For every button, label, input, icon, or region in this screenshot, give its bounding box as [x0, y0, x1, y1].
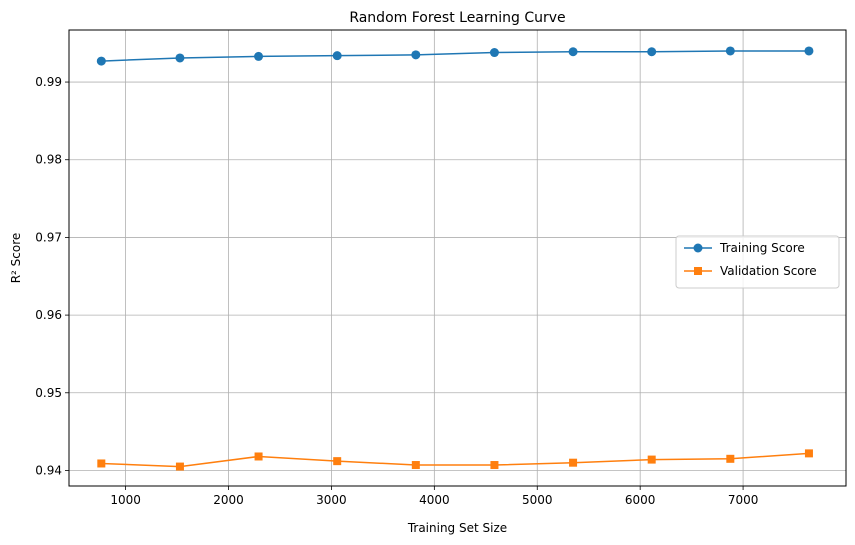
legend: Training Score Validation Score: [675, 235, 840, 289]
validation-score-point: [175, 462, 184, 471]
x-tick-label: 7000: [728, 493, 759, 507]
training-score-point: [568, 47, 578, 57]
y-tick-label: 0.99: [35, 75, 62, 89]
x-axis-label: Training Set Size: [407, 521, 507, 535]
y-tick-label: 0.96: [35, 308, 62, 322]
validation-score-point: [490, 461, 499, 470]
x-tick-label: 4000: [419, 493, 450, 507]
legend-marker-training: [693, 243, 703, 253]
training-score-point: [489, 48, 499, 58]
y-tick-label: 0.95: [35, 386, 62, 400]
training-score-point: [725, 46, 735, 56]
x-tick-label: 5000: [522, 493, 553, 507]
training-score-point: [254, 51, 264, 61]
x-tick-label: 3000: [316, 493, 347, 507]
validation-score-point: [647, 455, 656, 464]
training-score-line: [101, 50, 809, 62]
validation-score-point: [333, 457, 342, 466]
validation-score-point: [254, 452, 263, 461]
validation-score-point: [569, 458, 578, 467]
grid-layer: [69, 30, 846, 486]
chart-title: Random Forest Learning Curve: [349, 10, 565, 26]
training-score-point: [175, 53, 185, 63]
validation-score-point: [411, 461, 420, 470]
validation-score-point: [804, 449, 813, 458]
training-score-point: [411, 50, 421, 60]
series-layer: [96, 46, 814, 471]
legend-label-training: Training Score: [719, 241, 805, 255]
legend-label-validation: Validation Score: [720, 264, 817, 278]
legend-marker-validation: [694, 267, 702, 275]
validation-score-point: [726, 454, 735, 463]
y-axis-label: R² Score: [9, 233, 23, 284]
y-tick-label: 0.97: [35, 230, 62, 244]
y-tick-label: 0.94: [35, 463, 62, 477]
training-score-point: [332, 51, 342, 61]
validation-score-point: [97, 459, 106, 468]
training-score-point: [647, 47, 657, 57]
ticks-layer: 1000 2000 3000 4000 5000 6000 7000 0.94 0.95 0.96…: [35, 75, 758, 507]
x-tick-label: 2000: [213, 493, 244, 507]
x-tick-label: 6000: [625, 493, 656, 507]
training-score-point: [804, 46, 814, 56]
legend-box: [675, 235, 840, 289]
plot-frame: [68, 29, 847, 487]
y-tick-label: 0.98: [35, 153, 62, 167]
validation-score-line: [101, 452, 810, 468]
training-score-point: [96, 56, 106, 66]
x-tick-label: 1000: [110, 493, 141, 507]
